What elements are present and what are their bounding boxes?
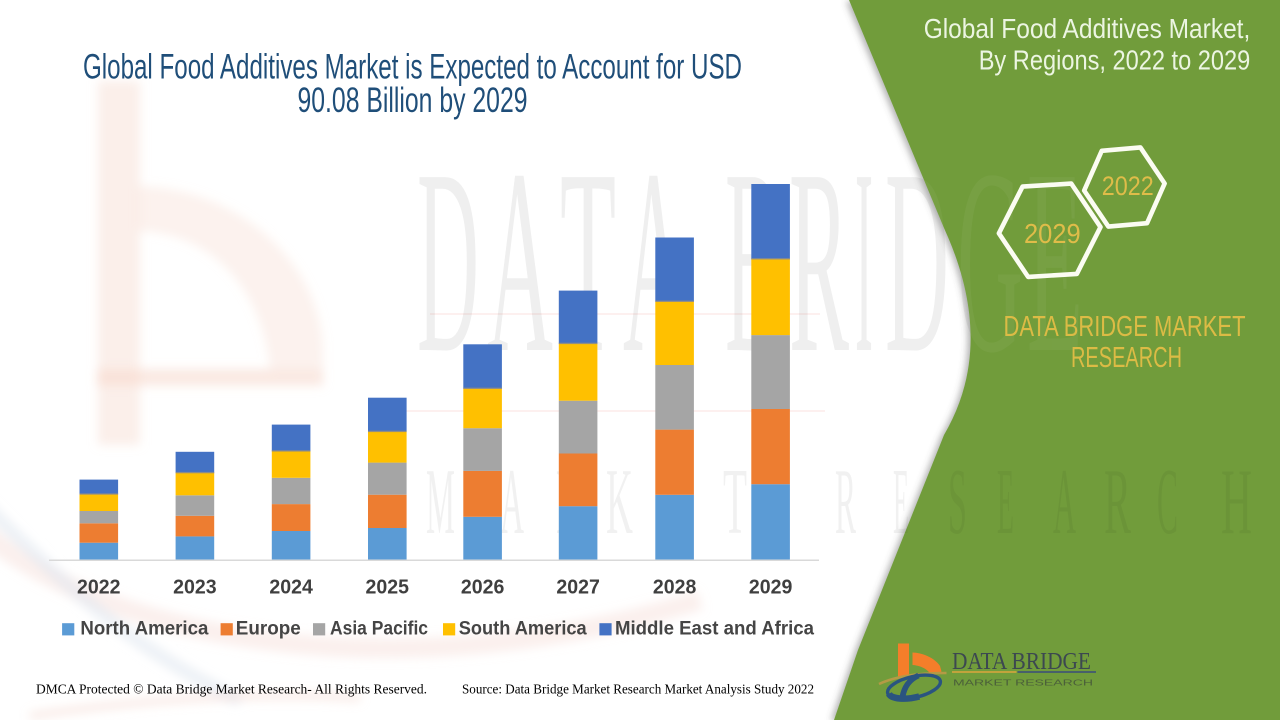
svg-text:MARKET RESEARCH: MARKET RESEARCH bbox=[953, 678, 1093, 688]
svg-text:DMCA Protected © Data Bridge M: DMCA Protected © Data Bridge Market Rese… bbox=[36, 683, 427, 698]
svg-text:RESEARCH: RESEARCH bbox=[1071, 342, 1182, 374]
svg-text:2028: 2028 bbox=[653, 576, 697, 599]
svg-text:Global Food Additives Market i: Global Food Additives Market is Expected… bbox=[83, 47, 742, 86]
svg-text:Middle East and Africa: Middle East and Africa bbox=[615, 617, 814, 639]
svg-text:T: T bbox=[723, 450, 747, 554]
svg-text:E: E bbox=[893, 450, 909, 554]
svg-text:2022: 2022 bbox=[1102, 171, 1154, 201]
svg-text:2029: 2029 bbox=[749, 576, 793, 599]
svg-text:I: I bbox=[855, 116, 873, 408]
svg-text:DATA BRIDGE: DATA BRIDGE bbox=[952, 649, 1091, 675]
svg-text:R: R bbox=[789, 116, 849, 408]
svg-text:C: C bbox=[1157, 450, 1178, 554]
svg-text:2023: 2023 bbox=[173, 576, 217, 599]
svg-text:Europe: Europe bbox=[236, 617, 301, 639]
svg-text:By Regions, 2022 to 2029: By Regions, 2022 to 2029 bbox=[979, 44, 1251, 75]
svg-text:M: M bbox=[426, 450, 455, 554]
svg-text:2029: 2029 bbox=[1024, 218, 1081, 249]
svg-text:E: E bbox=[997, 450, 1014, 554]
svg-text:H: H bbox=[1221, 450, 1252, 554]
svg-text:K: K bbox=[606, 450, 633, 554]
svg-text:2027: 2027 bbox=[556, 576, 600, 599]
svg-text:DATA BRIDGE MARKET: DATA BRIDGE MARKET bbox=[1004, 311, 1246, 343]
svg-text:Global Food Additives Market,: Global Food Additives Market, bbox=[924, 13, 1251, 44]
svg-text:2024: 2024 bbox=[269, 576, 313, 599]
svg-text:North America: North America bbox=[80, 617, 208, 639]
svg-text:90.08 Billion by 2029: 90.08 Billion by 2029 bbox=[298, 81, 528, 120]
svg-text:S: S bbox=[948, 450, 967, 554]
svg-text:A: A bbox=[1053, 450, 1076, 554]
svg-text:2025: 2025 bbox=[366, 576, 410, 599]
svg-text:South America: South America bbox=[459, 617, 587, 639]
svg-text:2026: 2026 bbox=[461, 576, 505, 599]
svg-text:2022: 2022 bbox=[77, 576, 121, 599]
svg-text:Asia Pacific: Asia Pacific bbox=[330, 617, 428, 639]
svg-text:Source: Data Bridge Market Res: Source: Data Bridge Market Research Mark… bbox=[462, 683, 814, 698]
svg-text:R: R bbox=[835, 450, 856, 554]
svg-text:R: R bbox=[1104, 450, 1131, 554]
svg-text:A: A bbox=[500, 450, 524, 554]
svg-text:E: E bbox=[1027, 116, 1083, 408]
